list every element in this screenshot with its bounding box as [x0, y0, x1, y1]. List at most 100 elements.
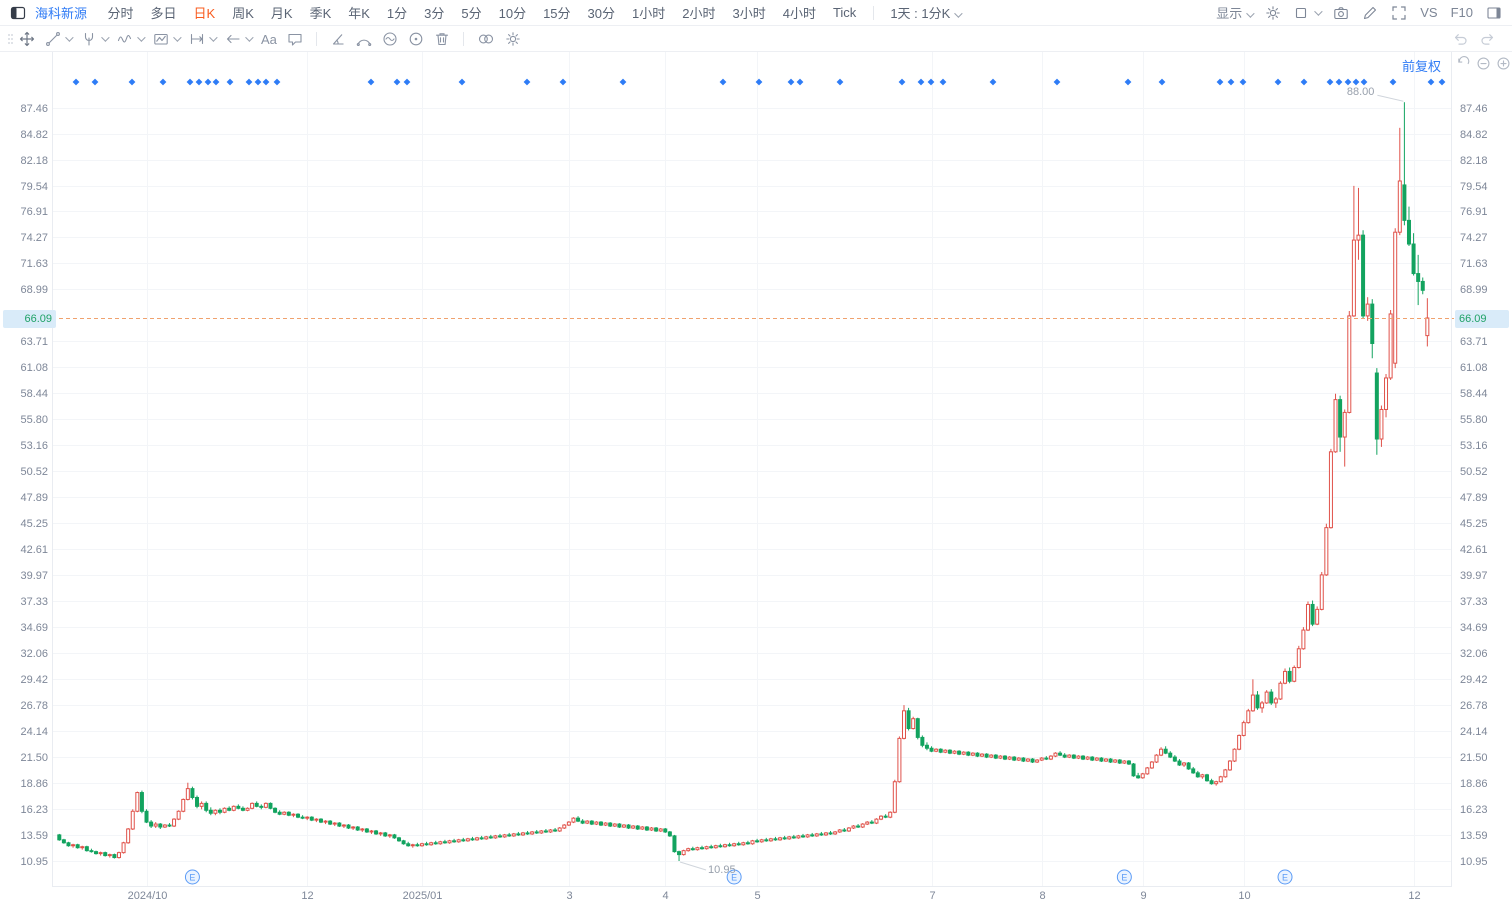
news-marker-icon[interactable]	[1053, 78, 1061, 86]
earnings-badge[interactable]: E	[1277, 869, 1293, 885]
news-marker-icon[interactable]	[1326, 78, 1334, 86]
zoom-out-icon[interactable]	[1476, 56, 1491, 71]
timeframe-3m[interactable]: 3分	[424, 6, 445, 21]
news-marker-icon[interactable]	[1335, 78, 1343, 86]
arrow-tool[interactable]	[225, 31, 254, 47]
timeframe-quarterly[interactable]: 季K	[309, 6, 332, 21]
text-tool[interactable]: Aa	[261, 31, 277, 47]
news-marker-icon[interactable]	[836, 78, 844, 86]
timeframe-minute[interactable]: 分时	[107, 6, 134, 21]
redo-button[interactable]	[1479, 31, 1496, 47]
timeframe-tick[interactable]: Tick	[832, 5, 857, 20]
news-marker-icon[interactable]	[204, 78, 212, 86]
timeframe-5m[interactable]: 5分	[461, 6, 482, 21]
zoom-in-icon[interactable]	[1496, 56, 1511, 71]
wave-tool[interactable]	[117, 31, 146, 47]
news-marker-icon[interactable]	[917, 78, 925, 86]
settings-gear-icon[interactable]	[1265, 5, 1281, 21]
comment-tool[interactable]	[287, 31, 303, 47]
news-marker-icon[interactable]	[787, 78, 795, 86]
news-marker-icon[interactable]	[1300, 78, 1308, 86]
vs-button[interactable]: VS	[1420, 5, 1438, 20]
news-marker-icon[interactable]	[262, 78, 270, 86]
news-marker-icon[interactable]	[898, 78, 906, 86]
timeframe-weekly[interactable]: 周K	[232, 6, 254, 21]
move-tool[interactable]	[19, 31, 35, 47]
news-marker-icon[interactable]	[212, 78, 220, 86]
news-marker-icon[interactable]	[927, 78, 935, 86]
news-marker-icon[interactable]	[1427, 78, 1435, 86]
timeframe-2h[interactable]: 2小时	[682, 6, 716, 21]
timeframe-1m[interactable]: 1分	[386, 6, 408, 21]
news-marker-icon[interactable]	[523, 78, 531, 86]
news-marker-icon[interactable]	[1239, 78, 1247, 86]
reset-view-icon[interactable]	[1456, 56, 1471, 71]
news-marker-icon[interactable]	[186, 78, 194, 86]
display-menu[interactable]: 显示	[1216, 3, 1255, 22]
news-marker-icon[interactable]	[393, 78, 401, 86]
period-select[interactable]: 1天 : 1分K	[890, 3, 963, 22]
news-marker-icon[interactable]	[91, 78, 99, 86]
timeframe-daily[interactable]: 日K	[193, 6, 216, 21]
news-marker-icon[interactable]	[1360, 78, 1368, 86]
timeframe-monthly[interactable]: 月K	[270, 6, 293, 21]
news-marker-icon[interactable]	[1124, 78, 1132, 86]
news-marker-icon[interactable]	[1389, 78, 1397, 86]
pitchfork-tool[interactable]	[81, 31, 110, 47]
symbol-name[interactable]: 海科新源	[35, 6, 88, 21]
timeframe-1h[interactable]: 1小时	[632, 6, 666, 21]
news-marker-icon[interactable]	[195, 78, 203, 86]
measure-tool[interactable]	[189, 31, 218, 47]
news-marker-icon[interactable]	[254, 78, 262, 86]
camera-icon[interactable]	[1333, 5, 1349, 21]
angle-tool[interactable]	[330, 31, 346, 47]
arc-tool[interactable]	[356, 31, 372, 47]
timeframe-3h[interactable]: 3小时	[732, 6, 766, 21]
news-marker-icon[interactable]	[403, 78, 411, 86]
price-adjustment-toggle[interactable]: 前复权	[1402, 59, 1442, 74]
earnings-badge[interactable]: E	[184, 869, 200, 885]
news-marker-icon[interactable]	[1438, 78, 1446, 86]
point-tool[interactable]	[408, 31, 424, 47]
earnings-badge[interactable]: E	[726, 869, 742, 885]
news-marker-icon[interactable]	[719, 78, 727, 86]
news-marker-icon[interactable]	[1274, 78, 1282, 86]
timeframe-4h[interactable]: 4小时	[782, 6, 816, 21]
news-marker-icon[interactable]	[989, 78, 997, 86]
news-marker-icon[interactable]	[619, 78, 627, 86]
news-marker-icon[interactable]	[245, 78, 253, 86]
timeframe-multiday[interactable]: 多日	[150, 6, 177, 21]
delete-drawings-button[interactable]	[434, 31, 450, 47]
layout-select[interactable]	[1294, 5, 1323, 21]
news-marker-icon[interactable]	[755, 78, 763, 86]
news-marker-icon[interactable]	[1216, 78, 1224, 86]
panel-right-icon[interactable]	[1486, 5, 1502, 21]
fib-circle-tool[interactable]	[382, 31, 398, 47]
news-marker-icon[interactable]	[1227, 78, 1235, 86]
news-marker-icon[interactable]	[226, 78, 234, 86]
compare-tool[interactable]	[477, 31, 495, 47]
earnings-badge[interactable]: E	[1116, 869, 1132, 885]
news-marker-icon[interactable]	[273, 78, 281, 86]
pattern-tool[interactable]	[153, 31, 182, 47]
timeframe-yearly[interactable]: 年K	[348, 6, 370, 21]
pencil-icon[interactable]	[1362, 5, 1378, 21]
news-marker-icon[interactable]	[128, 78, 136, 86]
layout-left-icon[interactable]	[10, 5, 26, 21]
fullscreen-icon[interactable]	[1391, 5, 1407, 21]
news-marker-icon[interactable]	[458, 78, 466, 86]
f10-button[interactable]: F10	[1450, 5, 1473, 20]
timeframe-15m[interactable]: 15分	[543, 6, 571, 21]
news-marker-icon[interactable]	[559, 78, 567, 86]
undo-button[interactable]	[1452, 31, 1469, 47]
news-marker-icon[interactable]	[796, 78, 804, 86]
news-marker-icon[interactable]	[159, 78, 167, 86]
news-marker-icon[interactable]	[367, 78, 375, 86]
news-marker-icon[interactable]	[1344, 78, 1352, 86]
drawing-settings-button[interactable]	[505, 31, 521, 47]
drag-handle-icon[interactable]	[6, 31, 14, 47]
news-marker-icon[interactable]	[939, 78, 947, 86]
news-marker-icon[interactable]	[72, 78, 80, 86]
trendline-tool[interactable]	[45, 31, 74, 47]
news-marker-icon[interactable]	[1352, 78, 1360, 86]
